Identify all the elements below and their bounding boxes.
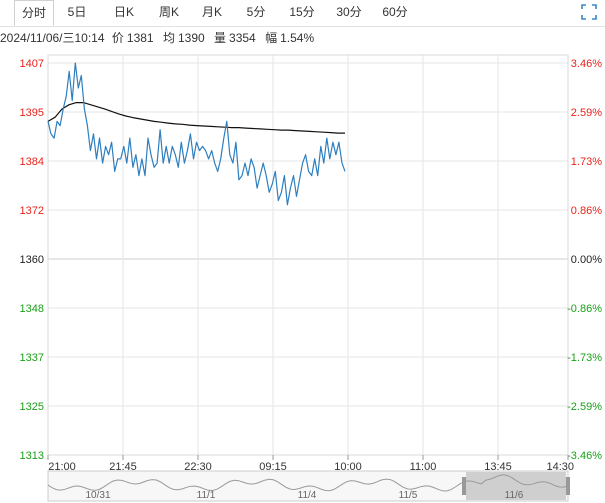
y-tick-label-right: 2.59% <box>571 107 602 119</box>
y-tick-label-left: 1360 <box>20 254 44 266</box>
navigator-date-label: 11/4 <box>298 490 317 501</box>
tab-monthly-k[interactable]: 月K <box>201 5 222 19</box>
x-axis: 21:00 21:45 22:30 09:15 10:00 11:00 13:45 14:30 <box>47 455 574 473</box>
period-tab-bar: 分时 5日 日K 周K 月K 5分 15分 30分 60分 <box>0 0 605 27</box>
avg-label: 均 <box>162 31 175 45</box>
x-tick-label: 14:30 <box>546 461 574 473</box>
time-navigator[interactable]: 10/31 11/1 11/4 11/5 11/6 <box>47 470 570 502</box>
tab-5min[interactable]: 5分 <box>246 5 266 19</box>
tab-daily-k[interactable]: 日K <box>113 5 134 19</box>
tab-60min[interactable]: 60分 <box>382 5 408 19</box>
y-tick-label-right: -1.73% <box>567 352 602 364</box>
change-label: 幅 <box>265 31 278 45</box>
navigator-date-label: 10/31 <box>85 490 110 501</box>
y-tick-label-left: 1384 <box>20 156 44 168</box>
x-tick-label: 21:00 <box>48 461 76 473</box>
x-tick-label: 09:15 <box>259 461 287 473</box>
tab-30min[interactable]: 30分 <box>336 5 362 19</box>
tab-15min[interactable]: 15分 <box>289 5 315 19</box>
x-tick-label: 21:45 <box>109 461 137 473</box>
x-tick-label: 13:45 <box>484 461 512 473</box>
x-tick-label: 10:00 <box>334 461 362 473</box>
x-tick-label: 22:30 <box>184 461 212 473</box>
y-tick-label-right: -3.46% <box>567 450 602 462</box>
y-tick-label-right: -2.59% <box>567 401 602 413</box>
tab-intraday[interactable]: 分时 <box>14 0 54 26</box>
y-tick-label-right: -0.86% <box>567 303 602 315</box>
y-tick-label-right: 3.46% <box>571 58 602 70</box>
price-label: 价 <box>111 31 124 45</box>
y-tick-label-left: 1348 <box>20 303 44 315</box>
tab-weekly-k[interactable]: 周K <box>158 5 179 19</box>
navigator-date-label: 11/1 <box>197 490 216 501</box>
volume-label: 量 <box>214 31 227 45</box>
volume-value: 3354 <box>229 31 256 45</box>
avg-price-line <box>47 101 345 134</box>
chart-grid <box>47 54 569 456</box>
y-axis-right: 3.46% 2.59% 1.73% 0.86% 0.00% -0.86% -1.73% -2.… <box>567 58 602 462</box>
navigator-date-label: 11/6 <box>505 490 524 501</box>
x-tick-label: 11:00 <box>410 461 437 473</box>
y-tick-label-left: 1407 <box>20 58 44 70</box>
y-tick-label-left: 1325 <box>20 401 44 413</box>
y-axis-left: 1407 1395 1384 1372 1360 1348 1337 1325 1313 <box>20 58 44 462</box>
y-tick-label-left: 1372 <box>20 205 44 217</box>
navigator-window[interactable] <box>466 472 566 500</box>
price-value: 1381 <box>126 31 154 45</box>
quote-datetime: 2024/11/06/三10:14 <box>0 31 105 45</box>
plot-frame <box>47 54 569 456</box>
y-tick-label-left: 1337 <box>20 352 44 364</box>
y-tick-label-left: 1395 <box>20 107 44 119</box>
price-line <box>47 62 346 206</box>
tab-5day[interactable]: 5日 <box>67 5 87 19</box>
navigator-date-label: 11/5 <box>399 490 418 501</box>
y-tick-label-right: 0.86% <box>571 205 602 217</box>
fullscreen-icon[interactable] <box>581 4 597 20</box>
change-value: 1.54% <box>280 31 315 45</box>
avg-value: 1390 <box>177 31 205 45</box>
navigator-handle-left[interactable] <box>462 477 466 495</box>
navigator-sparkline <box>47 474 569 492</box>
y-tick-label-left: 1313 <box>20 450 44 462</box>
quote-info-line: 2024/11/06/三10:14 价 1381 均 1390 量 3354 幅 1.5… <box>0 29 320 46</box>
y-tick-label-right: 0.00% <box>571 254 602 266</box>
y-tick-label-right: 1.73% <box>571 156 602 168</box>
chart-series <box>47 62 346 206</box>
